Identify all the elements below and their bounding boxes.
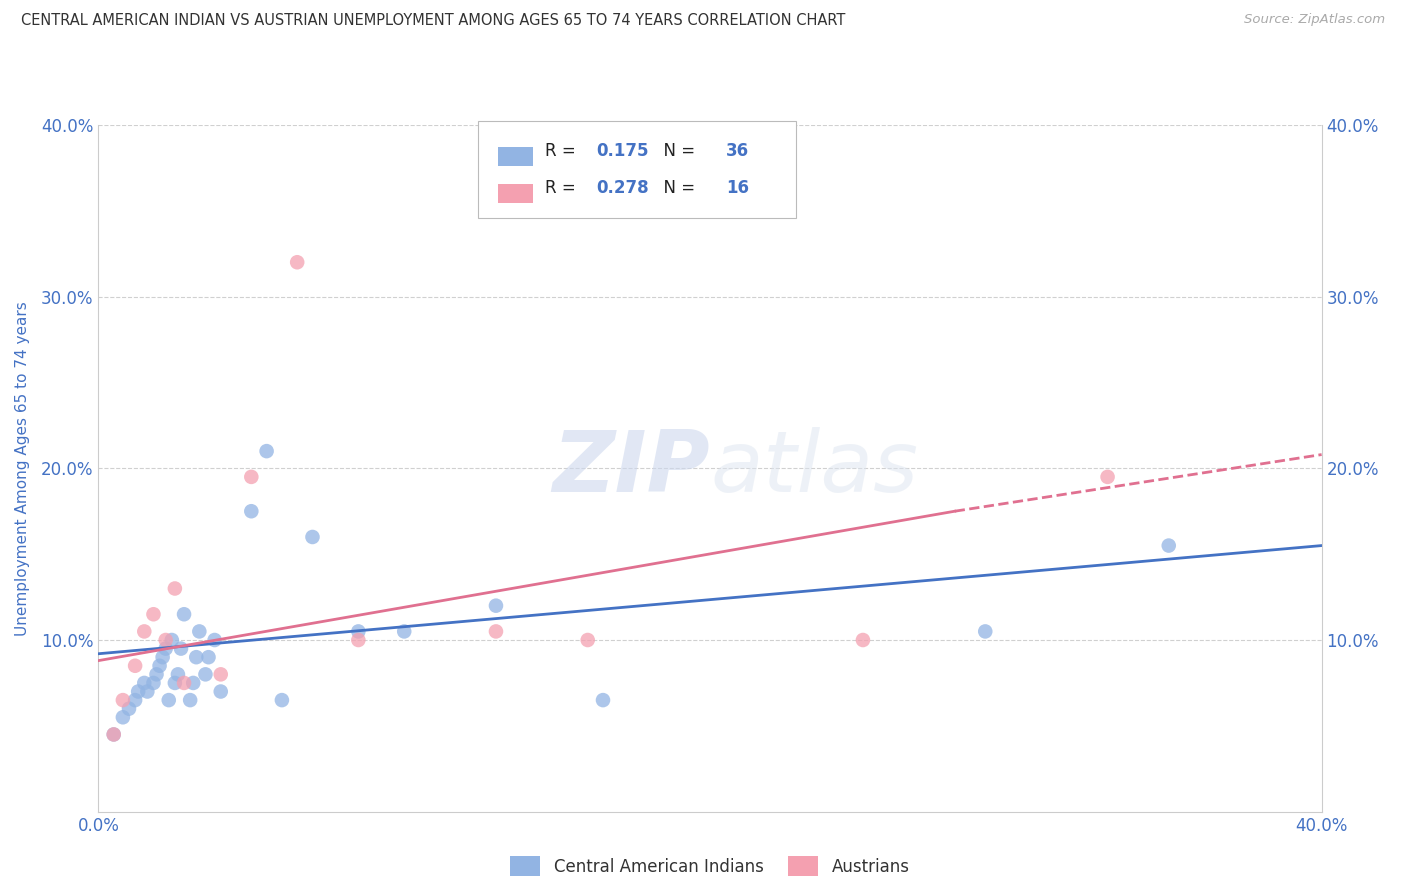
Point <box>852 633 875 648</box>
Text: 36: 36 <box>725 142 749 160</box>
Point <box>103 727 125 741</box>
Point <box>111 693 134 707</box>
Point <box>194 667 217 681</box>
Point <box>127 684 149 698</box>
Text: 16: 16 <box>725 179 749 197</box>
Point <box>173 676 195 690</box>
Point <box>1157 539 1180 553</box>
Point <box>142 676 165 690</box>
Point <box>592 693 614 707</box>
Point <box>103 727 125 741</box>
Y-axis label: Unemployment Among Ages 65 to 74 years: Unemployment Among Ages 65 to 74 years <box>15 301 30 636</box>
Point <box>485 624 508 639</box>
Point <box>188 624 211 639</box>
Point <box>118 701 141 715</box>
Point <box>163 676 186 690</box>
FancyBboxPatch shape <box>478 121 796 218</box>
Point <box>160 633 183 648</box>
Point <box>170 641 193 656</box>
Point <box>301 530 323 544</box>
FancyBboxPatch shape <box>498 147 533 166</box>
Point <box>392 624 416 639</box>
Legend: Central American Indians, Austrians: Central American Indians, Austrians <box>503 850 917 882</box>
Point <box>974 624 997 639</box>
Point <box>256 444 278 458</box>
Point <box>204 633 226 648</box>
Point <box>285 255 308 269</box>
Point <box>136 684 159 698</box>
Text: 0.278: 0.278 <box>596 179 650 197</box>
Text: N =: N = <box>652 142 700 160</box>
Point <box>155 641 177 656</box>
Point <box>124 658 146 673</box>
Point <box>163 582 186 596</box>
Point <box>347 633 370 648</box>
Point <box>173 607 195 622</box>
Point <box>485 599 508 613</box>
Text: ZIP: ZIP <box>553 426 710 510</box>
Text: R =: R = <box>546 179 581 197</box>
Text: atlas: atlas <box>710 426 918 510</box>
Text: Source: ZipAtlas.com: Source: ZipAtlas.com <box>1244 13 1385 27</box>
Point <box>155 633 177 648</box>
Point <box>209 667 232 681</box>
Point <box>197 650 219 665</box>
Text: 0.175: 0.175 <box>596 142 648 160</box>
Point <box>134 624 156 639</box>
Point <box>347 624 370 639</box>
Text: R =: R = <box>546 142 581 160</box>
Text: N =: N = <box>652 179 700 197</box>
Point <box>167 667 190 681</box>
Point <box>240 470 263 484</box>
Point <box>157 693 180 707</box>
Point <box>186 650 208 665</box>
Point <box>142 607 165 622</box>
Point <box>181 676 204 690</box>
Point <box>145 667 167 681</box>
Point <box>152 650 174 665</box>
Point <box>576 633 599 648</box>
Point <box>134 676 156 690</box>
Point <box>209 684 232 698</box>
Point <box>1097 470 1119 484</box>
Point <box>124 693 146 707</box>
Point <box>149 658 172 673</box>
Point <box>179 693 201 707</box>
FancyBboxPatch shape <box>498 184 533 203</box>
Point <box>240 504 263 518</box>
Point <box>111 710 134 724</box>
Point <box>270 693 292 707</box>
Text: CENTRAL AMERICAN INDIAN VS AUSTRIAN UNEMPLOYMENT AMONG AGES 65 TO 74 YEARS CORRE: CENTRAL AMERICAN INDIAN VS AUSTRIAN UNEM… <box>21 13 845 29</box>
